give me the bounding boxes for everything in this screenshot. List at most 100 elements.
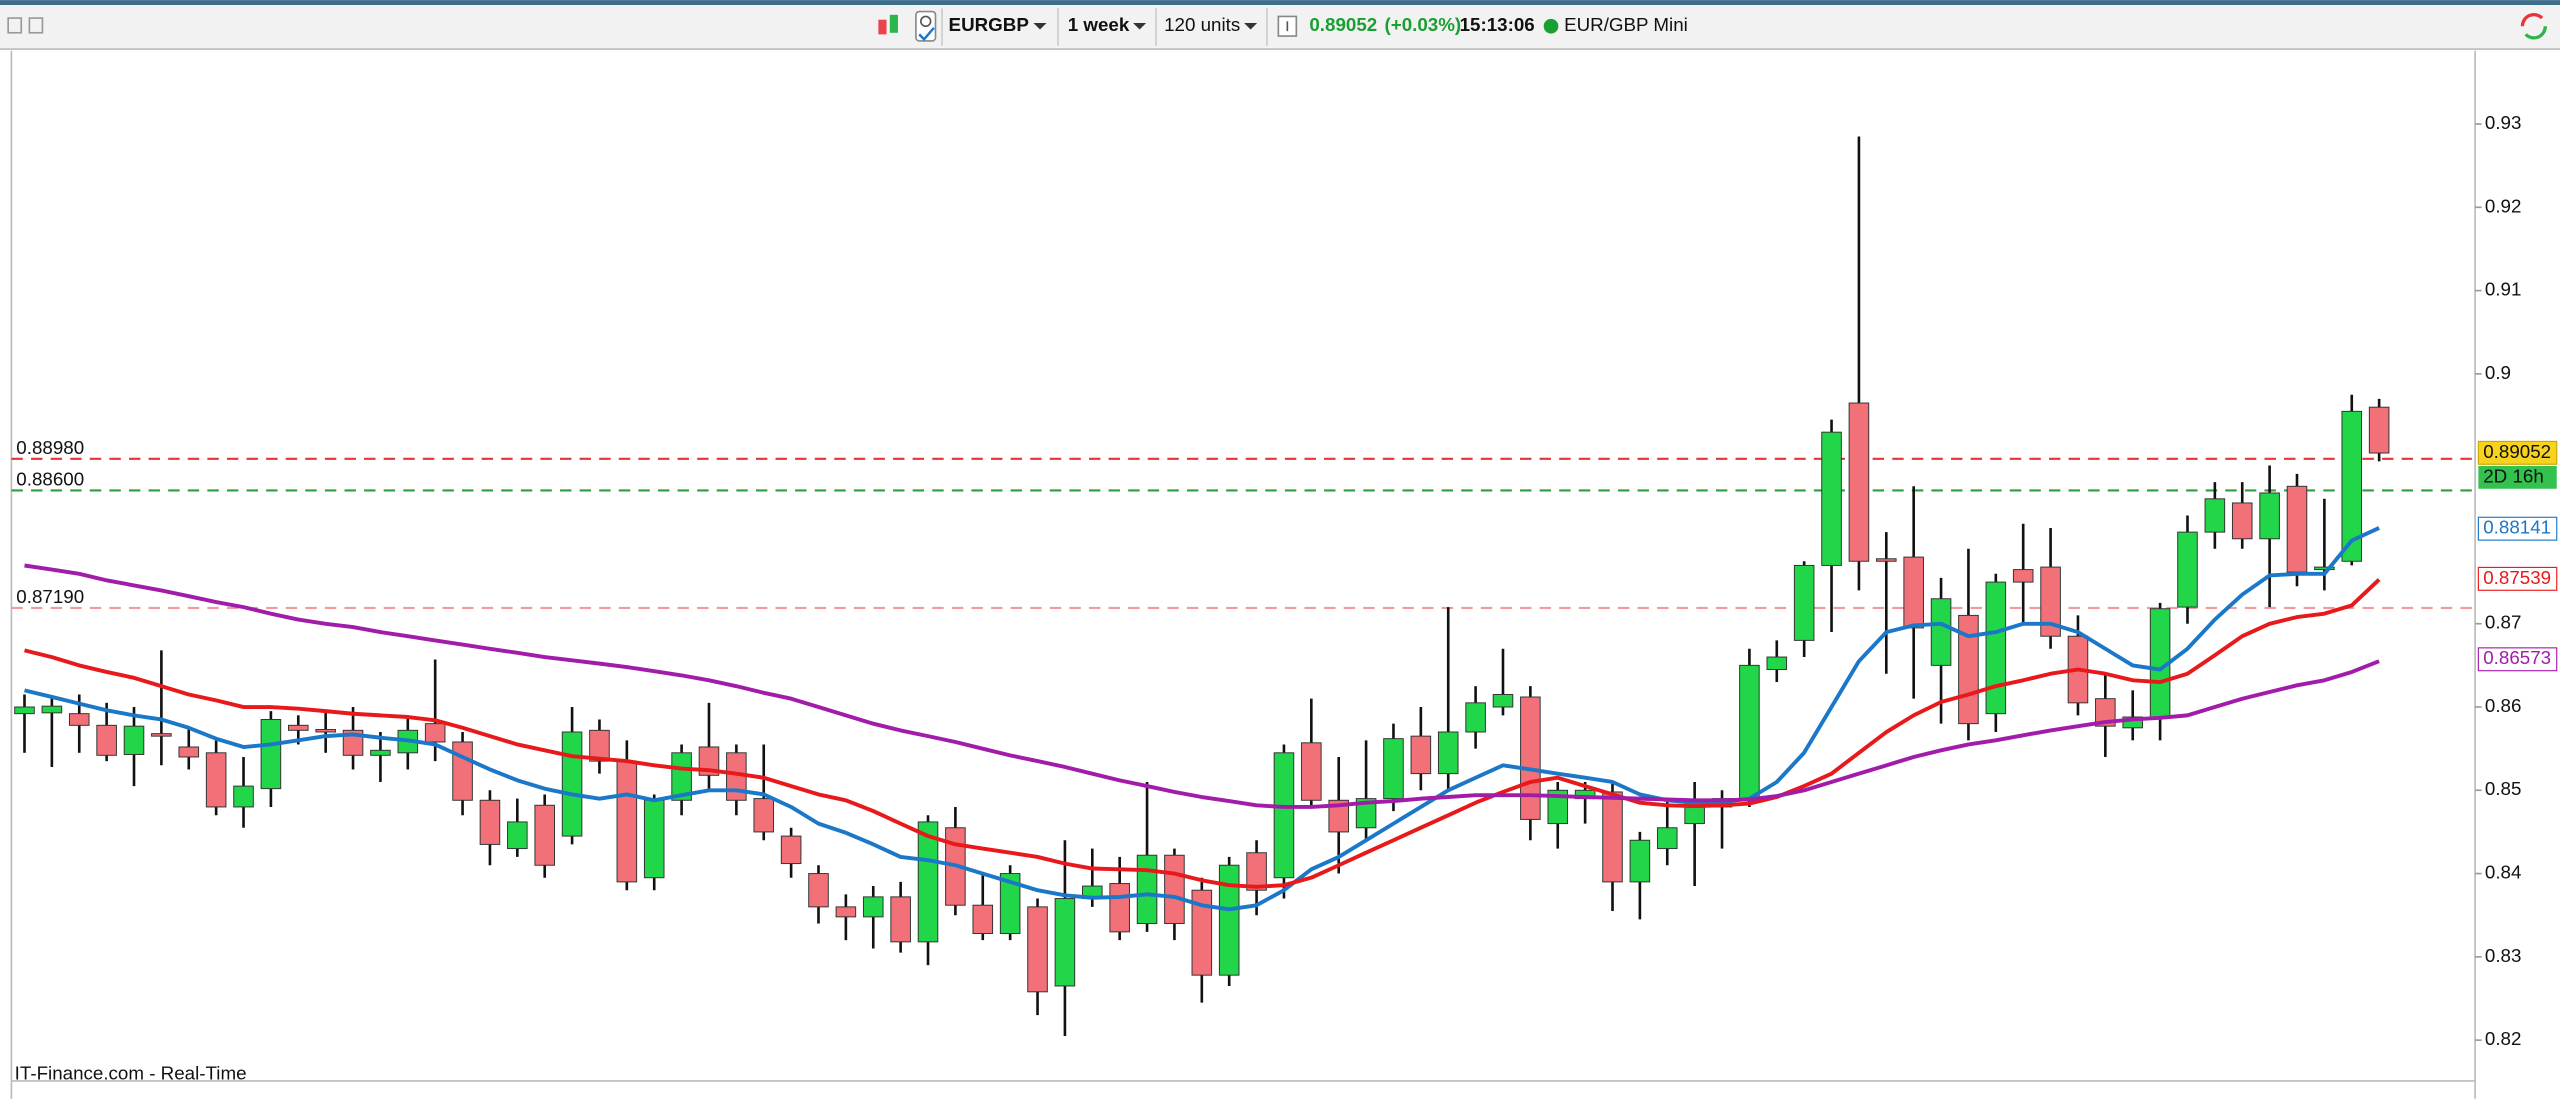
candle-body [1191, 889, 1213, 976]
instrument-name: EUR/GBP Mini [1564, 14, 1688, 35]
status-dot [1543, 18, 1559, 34]
countdown: 2D 16h [2483, 465, 2544, 486]
candle-body [1027, 906, 1048, 993]
series-last-tag-bg [2477, 647, 2558, 672]
candle-body [1273, 752, 1295, 879]
candle-body [2095, 698, 2116, 727]
y-tick-label: 0.93 [2485, 112, 2522, 133]
source-label: IT-Finance.com - Real-Time [15, 1062, 247, 1083]
candle-body [1109, 883, 1130, 933]
candle-body [1054, 898, 1076, 987]
candle-body [1520, 696, 1541, 820]
y-tick-label: 0.87 [2485, 612, 2522, 633]
moving-average-line [24, 578, 2381, 889]
dropdown-arrow[interactable] [1133, 22, 1147, 30]
price-change: (+0.03%) [1384, 14, 1461, 35]
candle-body [1328, 799, 1349, 833]
series-last-tag-bg [2477, 566, 2558, 591]
candle-body [287, 724, 309, 731]
candle-body [2368, 406, 2390, 454]
candle-body [1547, 789, 1569, 825]
y-tick-label: 0.83 [2485, 945, 2522, 966]
candle-body [260, 719, 282, 790]
window-button[interactable] [28, 17, 44, 34]
chart: 0.82 0.83 0.84 0.85 0.86 0.87 0.9 0.91 0.92 0.93 0… [11, 112, 2558, 1049]
candle-body [835, 906, 857, 918]
dropdown-arrow[interactable] [1244, 22, 1258, 30]
candle-body [315, 728, 336, 733]
candle-body [2286, 485, 2308, 573]
candle-body [780, 835, 802, 865]
series-last-tag: 0.86573 [2483, 647, 2551, 668]
last-price: 0.89052 [1309, 14, 1377, 35]
level-label: 0.88600 [16, 469, 84, 490]
y-tick-label: 0.86 [2485, 695, 2522, 716]
candle-body [1355, 798, 1377, 829]
candle-body [14, 706, 35, 715]
candle-body [589, 729, 610, 762]
candle-body [890, 896, 911, 943]
candle-body [643, 799, 665, 879]
current-price-tag-bg [2477, 440, 2558, 465]
candle-body [96, 724, 117, 756]
candle-body [1766, 656, 1788, 671]
candle-body [2177, 531, 2198, 608]
candle-body [1739, 664, 1760, 801]
candle-body [1985, 581, 2007, 715]
countdown-bg [2478, 465, 2557, 489]
y-tick-label: 0.82 [2485, 1028, 2522, 1049]
candle-body [616, 760, 638, 883]
candle-body [479, 799, 501, 845]
candle-body [1410, 735, 1432, 775]
candle-body [753, 798, 775, 833]
candle-body [2122, 716, 2144, 729]
level-label: 0.88980 [16, 437, 84, 458]
candle-body [151, 733, 172, 737]
candle-body [68, 713, 90, 726]
candle-body [1602, 791, 1623, 883]
candle-body [1876, 558, 1897, 562]
candle-body [1903, 556, 1924, 629]
candle-body [671, 752, 692, 801]
candle-body [370, 749, 391, 756]
moving-average-line [24, 526, 2380, 912]
candle-body [534, 804, 555, 866]
plot-area [11, 50, 2476, 1081]
candle-body [1301, 742, 1322, 801]
candle-body [233, 785, 254, 808]
y-tick-label: 0.84 [2485, 862, 2522, 883]
window-strip [0, 0, 2560, 6]
candle-body [178, 746, 200, 758]
candle-body [123, 725, 145, 755]
units-select[interactable]: 120 units [1164, 14, 1240, 35]
indicator-button[interactable] [915, 10, 937, 42]
current-price-tag: 0.89052 [2483, 441, 2551, 462]
candle-body [561, 731, 583, 837]
candle-body [972, 904, 994, 935]
candle-body [1136, 854, 1158, 925]
candle-body [41, 705, 63, 714]
level-label: 0.87190 [16, 586, 84, 607]
chart-type-button[interactable] [878, 14, 898, 35]
candle-body [1437, 731, 1459, 775]
candle-body [1492, 694, 1514, 708]
y-tick-label: 0.92 [2485, 195, 2522, 216]
series-last-tag: 0.88141 [2483, 517, 2551, 538]
candle-body [1821, 431, 1842, 566]
candle-body [1246, 852, 1267, 891]
period-select[interactable]: 1 week [1068, 14, 1130, 35]
candle-body [1656, 827, 1678, 850]
y-tick-label: 0.85 [2485, 778, 2522, 799]
candle-body [1383, 738, 1404, 800]
candle-body [2012, 569, 2034, 583]
y-tick-label: 0.9 [2485, 362, 2511, 383]
window-button[interactable] [7, 17, 23, 34]
refresh-button[interactable] [2520, 13, 2547, 40]
symbol-select[interactable]: EURGBP [949, 14, 1029, 35]
moving-average-line [24, 563, 2380, 809]
candle-body [507, 821, 528, 850]
candle-body [1218, 864, 1240, 976]
dropdown-arrow[interactable] [1033, 22, 1047, 30]
